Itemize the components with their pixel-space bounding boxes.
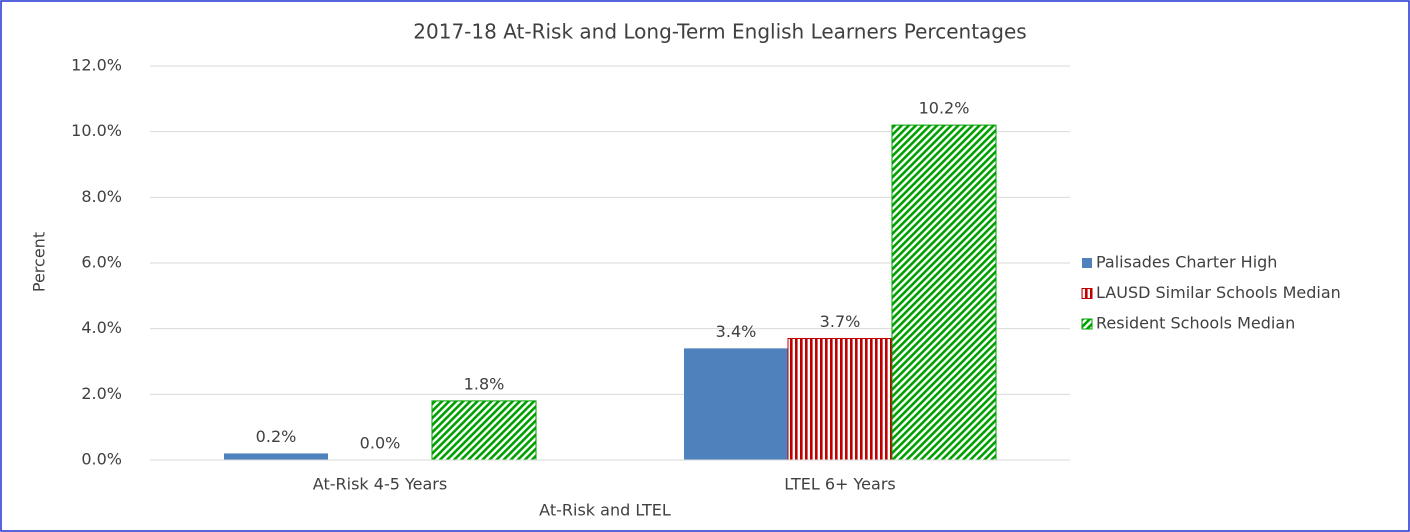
y-tick-label: 12.0% <box>71 56 122 75</box>
legend-label: Resident Schools Median <box>1096 314 1295 333</box>
legend-label: LAUSD Similar Schools Median <box>1096 283 1341 302</box>
y-tick-label: 4.0% <box>81 318 122 337</box>
chart-title: 2017-18 At-Risk and Long-Term English Le… <box>413 20 1026 44</box>
y-tick-label: 6.0% <box>81 253 122 272</box>
y-tick-label: 2.0% <box>81 384 122 403</box>
x-axis-label: At-Risk and LTEL <box>539 501 671 520</box>
legend-swatch <box>1081 318 1093 330</box>
x-tick-label: At-Risk 4-5 Years <box>313 475 447 494</box>
bar <box>684 348 788 460</box>
legend-swatch <box>1081 288 1093 299</box>
y-tick-label: 8.0% <box>81 187 122 206</box>
y-tick-label: 10.0% <box>71 121 122 140</box>
bar <box>224 453 328 460</box>
data-label: 0.0% <box>360 434 401 453</box>
bar <box>431 400 537 461</box>
bar <box>891 124 997 461</box>
legend-swatch <box>1082 258 1092 268</box>
data-label: 0.2% <box>256 427 297 446</box>
y-tick-label: 0.0% <box>81 450 122 469</box>
x-tick-label: LTEL 6+ Years <box>784 475 895 494</box>
data-label: 3.4% <box>716 322 757 341</box>
data-label: 3.7% <box>820 312 861 331</box>
data-label: 10.2% <box>919 99 970 118</box>
bar <box>787 338 893 461</box>
data-label: 1.8% <box>464 374 505 393</box>
legend-label: Palisades Charter High <box>1096 253 1277 272</box>
y-axis-label: Percent <box>30 232 49 292</box>
